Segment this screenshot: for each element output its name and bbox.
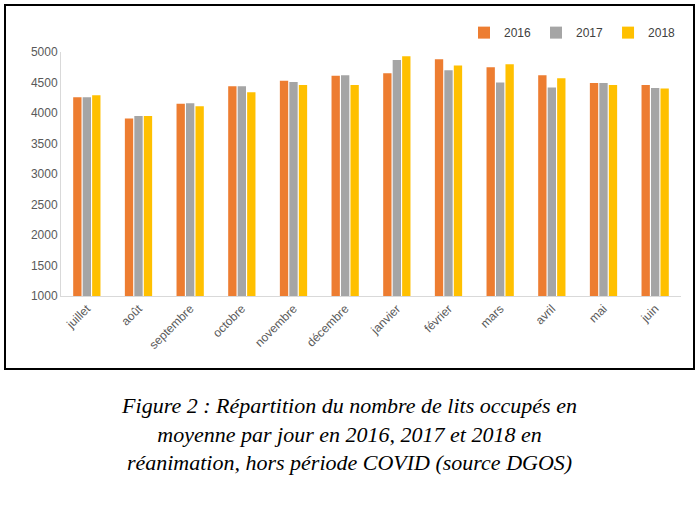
svg-text:mars: mars [478,302,507,331]
svg-text:1000: 1000 [31,289,58,303]
svg-text:2000: 2000 [31,228,58,242]
svg-text:2500: 2500 [31,198,58,212]
svg-text:février: février [421,302,454,335]
svg-text:septembre: septembre [147,302,197,352]
svg-text:novembre: novembre [252,302,300,350]
svg-text:octobre: octobre [210,302,248,340]
svg-text:avril: avril [533,302,558,327]
html-text:Figure 2 : Répartition du nomb: Figure 2 : Répartition du nombre de lits… [122,393,577,476]
svg-text:4000: 4000 [31,106,58,120]
svg-text:juillet: juillet [63,301,93,331]
svg-text:4500: 4500 [31,76,58,90]
svg-text:2016: 2016 [504,26,531,40]
svg-text:juin: juin [638,302,662,326]
svg-text:mai: mai [586,302,610,326]
svg-text:2018: 2018 [648,26,675,40]
svg-text:3500: 3500 [31,137,58,151]
svg-text:3000: 3000 [31,167,58,181]
svg-text:août: août [118,301,145,328]
svg-text:1500: 1500 [31,259,58,273]
svg-text:5000: 5000 [31,45,58,59]
svg-text:janvier: janvier [368,302,404,338]
svg-text:décembre: décembre [304,302,352,350]
svg-text:2017: 2017 [576,26,603,40]
